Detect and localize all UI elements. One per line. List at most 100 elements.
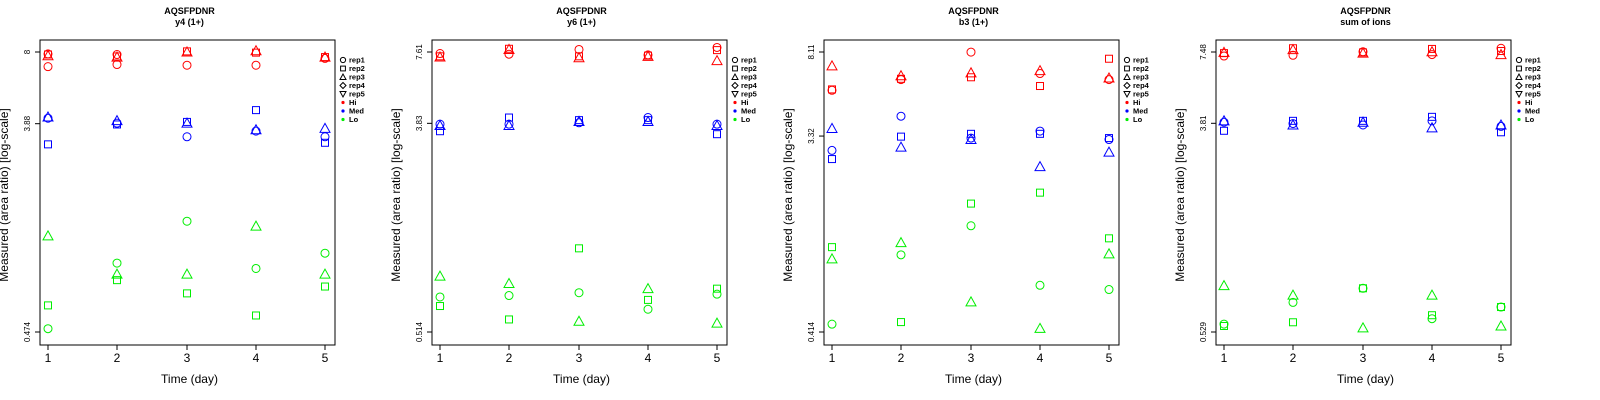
legend-label-7: Med	[1133, 107, 1148, 116]
y-tick-label-2: 3.81	[1199, 115, 1208, 131]
data-point-med	[1034, 160, 1046, 172]
data-point-lo	[434, 270, 446, 281]
data-point-lo	[1218, 279, 1230, 291]
chart-subtitle: sum of ions	[1340, 17, 1391, 27]
data-point-med	[643, 113, 653, 123]
y-tick-label-1: 0.414	[807, 321, 816, 342]
data-point-lo	[1357, 321, 1369, 333]
y-tick-label-3: 7.48	[1199, 44, 1208, 60]
data-point-lo	[1103, 247, 1115, 259]
data-point-hi	[1036, 82, 1044, 91]
data-point-lo	[435, 292, 445, 302]
x-axis-label: Time (day)	[553, 372, 610, 386]
data-point-hi	[1035, 69, 1045, 79]
x-axis-label: Time (day)	[161, 372, 218, 386]
data-point-lo	[112, 258, 122, 268]
data-point-lo	[505, 315, 513, 324]
x-tick-label-4: 4	[645, 351, 652, 365]
legend-symbol	[339, 91, 347, 99]
data-point-med	[436, 127, 444, 136]
data-point-lo	[44, 301, 52, 310]
x-tick-label-1: 1	[437, 351, 444, 365]
legend-label-3: rep3	[741, 73, 757, 82]
x-tick-label-2: 2	[1290, 351, 1297, 365]
data-point-hi	[1105, 54, 1113, 63]
legend-symbol	[1515, 91, 1523, 99]
data-point-lo	[1359, 284, 1367, 293]
data-point-lo	[1358, 283, 1368, 293]
data-point-lo	[1105, 234, 1113, 243]
data-point-med	[181, 117, 193, 128]
data-point-hi	[111, 51, 123, 62]
data-point-hi	[1103, 72, 1115, 83]
chart-title: AQSFPDNR	[164, 6, 215, 16]
chart-title: AQSFPDNR	[556, 6, 607, 16]
legend-label-6: Hi	[1133, 98, 1141, 107]
chart-title: AQSFPDNR	[1340, 6, 1391, 16]
data-point-lo	[319, 268, 331, 279]
x-tick-label-4: 4	[1037, 351, 1044, 365]
data-point-lo	[713, 284, 721, 293]
data-point-med	[1497, 128, 1505, 137]
data-point-med	[1427, 116, 1437, 126]
x-tick-label-1: 1	[1221, 351, 1228, 365]
data-point-lo	[826, 252, 838, 264]
legend-label-8: Lo	[1525, 115, 1535, 124]
legend-symbol	[1123, 81, 1131, 90]
data-point-hi	[1219, 51, 1229, 61]
legend-label-3: rep3	[1525, 73, 1541, 82]
data-point-lo	[642, 282, 654, 294]
legend-symbol	[733, 100, 737, 105]
legend-symbol	[731, 72, 739, 80]
data-point-lo	[897, 318, 905, 327]
y-tick-label-3: 8.11	[807, 44, 816, 60]
data-point-hi	[1497, 47, 1505, 56]
x-tick-label-3: 3	[184, 351, 191, 365]
y-axis-label: Measured (area ratio) [log-scale]	[781, 108, 795, 281]
data-point-lo	[1035, 280, 1045, 290]
data-point-med	[573, 115, 585, 126]
x-tick-label-5: 5	[714, 351, 721, 365]
legend-symbol	[341, 100, 345, 105]
data-point-lo	[574, 288, 584, 298]
data-point-med	[1287, 118, 1299, 130]
legend-symbol	[732, 65, 738, 72]
data-point-lo	[436, 302, 444, 311]
legend-label-8: Lo	[741, 115, 751, 124]
legend-symbol	[1515, 81, 1523, 90]
legend-symbol	[341, 117, 345, 122]
x-tick-label-3: 3	[968, 351, 975, 365]
legend-label-1: rep1	[349, 56, 365, 65]
chart-subtitle: b3 (1+)	[959, 17, 988, 27]
legend-label-7: Med	[741, 107, 756, 116]
data-point-med	[1104, 135, 1114, 145]
data-point-med	[319, 122, 331, 133]
legend-symbol	[1515, 56, 1523, 64]
x-tick-label-4: 4	[1429, 351, 1436, 365]
legend-label-1: rep1	[1525, 56, 1541, 65]
data-point-lo	[643, 304, 653, 314]
data-point-med	[895, 141, 907, 152]
data-point-lo	[711, 317, 723, 328]
legend-label-2: rep2	[741, 64, 757, 73]
y-axis-label: Measured (area ratio) [log-scale]	[1173, 108, 1187, 281]
legend-label-4: rep4	[1133, 81, 1150, 90]
legend-symbol	[1516, 65, 1522, 72]
data-point-hi	[1495, 48, 1507, 60]
data-point-lo	[1219, 319, 1229, 329]
legend-label-5: rep5	[349, 90, 365, 99]
legend-symbol	[1125, 117, 1129, 122]
legend-symbol	[1517, 117, 1521, 122]
data-point-med	[1428, 112, 1436, 121]
data-point-hi	[712, 42, 722, 52]
x-axis-label: Time (day)	[1337, 372, 1394, 386]
legend-symbol	[341, 109, 345, 113]
legend-symbol	[339, 72, 347, 80]
data-point-med	[1218, 114, 1230, 126]
data-point-lo	[1427, 314, 1437, 324]
legend-symbol	[731, 56, 739, 64]
x-tick-label-3: 3	[576, 351, 583, 365]
data-point-med	[250, 123, 262, 135]
